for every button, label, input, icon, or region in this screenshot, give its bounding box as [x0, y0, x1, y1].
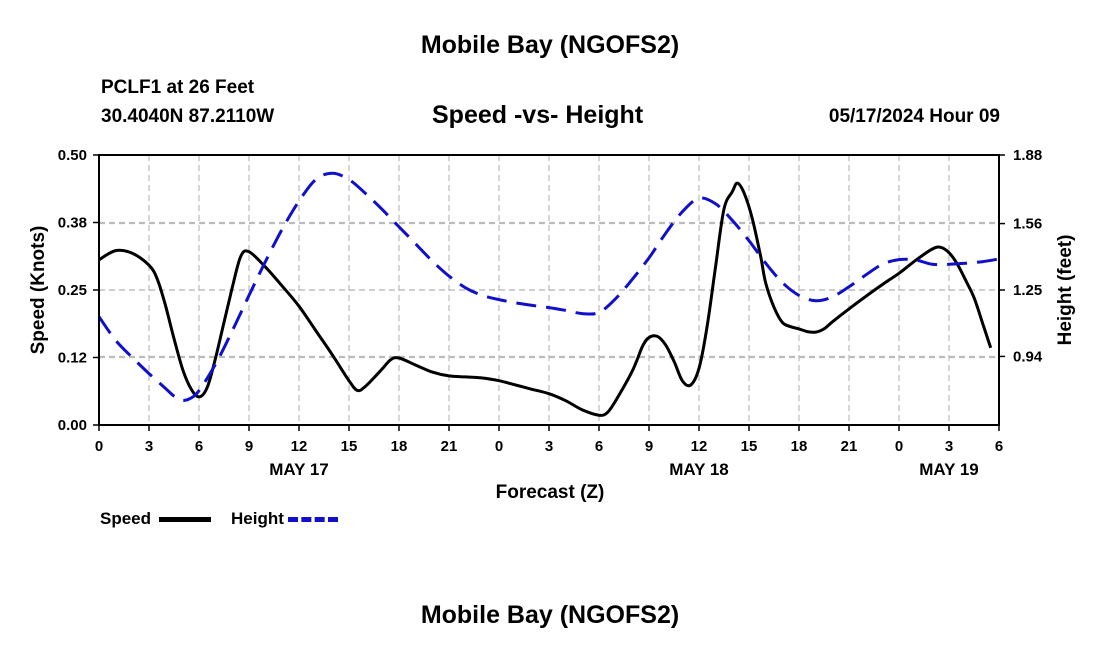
x-tick-label: 12: [291, 438, 308, 455]
x-tick-label: 6: [195, 438, 203, 455]
legend-height-swatch: [287, 517, 338, 523]
x-tick-label: 21: [841, 438, 858, 455]
date-label: MAY 17: [269, 460, 329, 479]
x-tick-label: 12: [691, 438, 708, 455]
x-tick-label: 18: [791, 438, 808, 455]
legend-speed-swatch: [158, 517, 211, 523]
series-line-speed: [98, 181, 993, 417]
series-lines: [97, 171, 1000, 417]
x-tick-label: 0: [95, 438, 103, 455]
x-tick-label: 6: [595, 438, 603, 455]
x-tick-label: 21: [441, 438, 458, 455]
x-tick-label: 3: [145, 438, 153, 455]
chart-title: Speed -vs- Height: [432, 101, 644, 129]
legend-speed-label: Speed: [100, 509, 152, 528]
series-line-height: [97, 171, 1000, 402]
x-axis-title: Forecast (Z): [495, 482, 605, 503]
y-right-tick-label: 1.56: [1013, 216, 1042, 233]
y-left-tick-label: 0.25: [58, 282, 87, 299]
x-tick-label: 0: [895, 438, 903, 455]
date-label: MAY 19: [919, 460, 979, 479]
x-tick-label: 9: [245, 438, 253, 455]
x-tick-label: 15: [741, 438, 758, 455]
y-axis-right-title: Height (feet): [1055, 235, 1076, 346]
page-title-top: Mobile Bay (NGOFS2): [420, 31, 680, 59]
x-tick-label: 18: [391, 438, 408, 455]
legend-speed: Speed: [100, 509, 211, 529]
y-right-tick-label: 1.88: [1013, 147, 1042, 164]
x-tick-label: 15: [341, 438, 358, 455]
x-tick-label: 6: [995, 438, 1003, 455]
y-left-tick-label: 0.38: [58, 215, 87, 232]
y-left-tick-label: 0.12: [58, 350, 87, 367]
station-label: PCLF1 at 26 Feet: [101, 77, 255, 98]
y-left-tick-label: 0.50: [58, 147, 87, 164]
y-right-tick-label: 1.25: [1013, 282, 1042, 299]
x-tick-label: 0: [495, 438, 503, 455]
y-axis-left-title: Speed (Knots): [28, 226, 49, 355]
x-tick-label: 3: [945, 438, 953, 455]
y-left-tick-label: 0.00: [58, 417, 87, 434]
date-label: MAY 18: [669, 460, 729, 479]
tick-labels: 0 3 6 9 12 15 18 21 0 3 6 9 12 15 18 21 0 3 6 0.00 0.12 0.25 0…: [58, 147, 1043, 479]
x-tick-label: 9: [645, 438, 653, 455]
datetime-label: 05/17/2024 Hour 09: [828, 106, 1000, 127]
coords-label: 30.4040N 87.2110W: [101, 106, 275, 127]
page-title-bottom: Mobile Bay (NGOFS2): [420, 601, 680, 629]
legend-height: Height: [231, 509, 338, 529]
plot-frame: [98, 154, 1000, 426]
grid: [99, 154, 999, 425]
x-tick-label: 3: [545, 438, 553, 455]
legend-height-label: Height: [231, 509, 284, 528]
y-right-tick-label: 0.94: [1013, 348, 1043, 365]
